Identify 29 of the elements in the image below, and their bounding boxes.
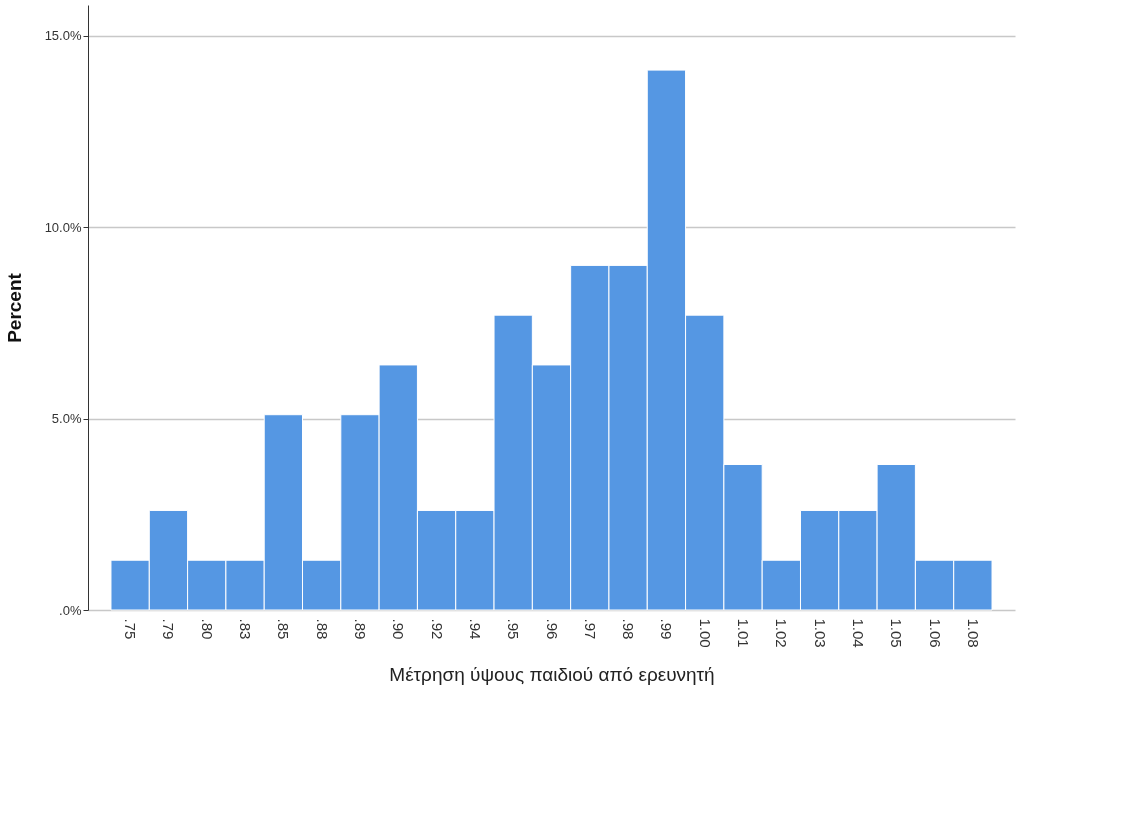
- x-tick-label: .88: [313, 618, 331, 640]
- x-tick-label: 1.04: [849, 618, 867, 648]
- x-tick-label: .92: [428, 618, 446, 640]
- x-tick-label: .90: [390, 618, 408, 640]
- x-tick-label: .98: [620, 618, 638, 640]
- x-tick-label: .89: [351, 618, 369, 640]
- y-tick-label: 5.0%: [51, 411, 82, 427]
- x-tick-label: .80: [198, 618, 216, 640]
- x-tick-label: .79: [160, 618, 178, 640]
- x-tick-label: 1.06: [926, 618, 944, 648]
- x-tick-label: 1.02: [773, 618, 791, 648]
- x-tick-label: 1.05: [888, 618, 906, 648]
- y-axis-title: Percent: [3, 272, 25, 343]
- x-tick-label: .99: [658, 618, 676, 640]
- x-tick-label: 1.03: [811, 618, 829, 648]
- x-tick-label: .75: [122, 618, 140, 640]
- x-tick-label: .96: [543, 618, 561, 640]
- x-tick-label: .85: [275, 618, 293, 640]
- x-tick-label: .83: [237, 618, 255, 640]
- x-tick-label: .94: [466, 618, 484, 640]
- y-tick-label: 15.0%: [44, 28, 82, 44]
- y-tick-label: 10.0%: [44, 219, 82, 235]
- x-tick-label: 1.01: [735, 618, 753, 648]
- y-tick-label: .0%: [59, 602, 82, 618]
- x-tick-label: 1.00: [696, 618, 714, 648]
- x-tick-label: .97: [581, 618, 599, 640]
- x-axis-title: Μέτρηση ύψους παιδιού από ερευνητή: [389, 663, 715, 685]
- x-tick-label: 1.08: [964, 618, 982, 648]
- x-tick-label: .95: [505, 618, 523, 640]
